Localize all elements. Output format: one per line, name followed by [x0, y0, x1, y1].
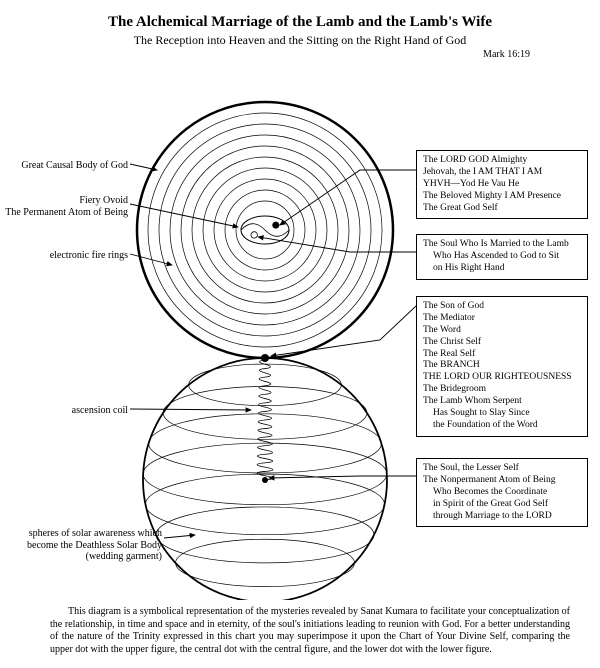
label-fire-rings: electronic fire rings [50, 250, 128, 262]
label-causal-body: Great Causal Body of God [21, 160, 128, 172]
box-lord-god: The LORD GOD Almighty Jehovah, the I AM … [416, 150, 588, 219]
scripture-ref: Mark 16:19 [0, 49, 600, 60]
page-title: The Alchemical Marriage of the Lamb and … [0, 0, 600, 31]
label-fiery-ovoid: Fiery Ovoid The Permanent Atom of Being [5, 195, 128, 218]
label-ascension-coil: ascension coil [72, 405, 128, 417]
box-son-of-god: The Son of God The Mediator The Word The… [416, 296, 588, 437]
page-subtitle: The Reception into Heaven and the Sittin… [0, 33, 600, 48]
box-soul-married: The Soul Who Is Married to the Lamb Who … [416, 234, 588, 280]
label-solar-spheres: spheres of solar awareness which become … [27, 528, 162, 563]
box-lesser-self: The Soul, the Lesser Self The Nonpermane… [416, 458, 588, 527]
main-diagram: Great Causal Body of God Fiery Ovoid The… [0, 70, 600, 600]
footer-caption: This diagram is a symbolical representat… [50, 606, 570, 656]
